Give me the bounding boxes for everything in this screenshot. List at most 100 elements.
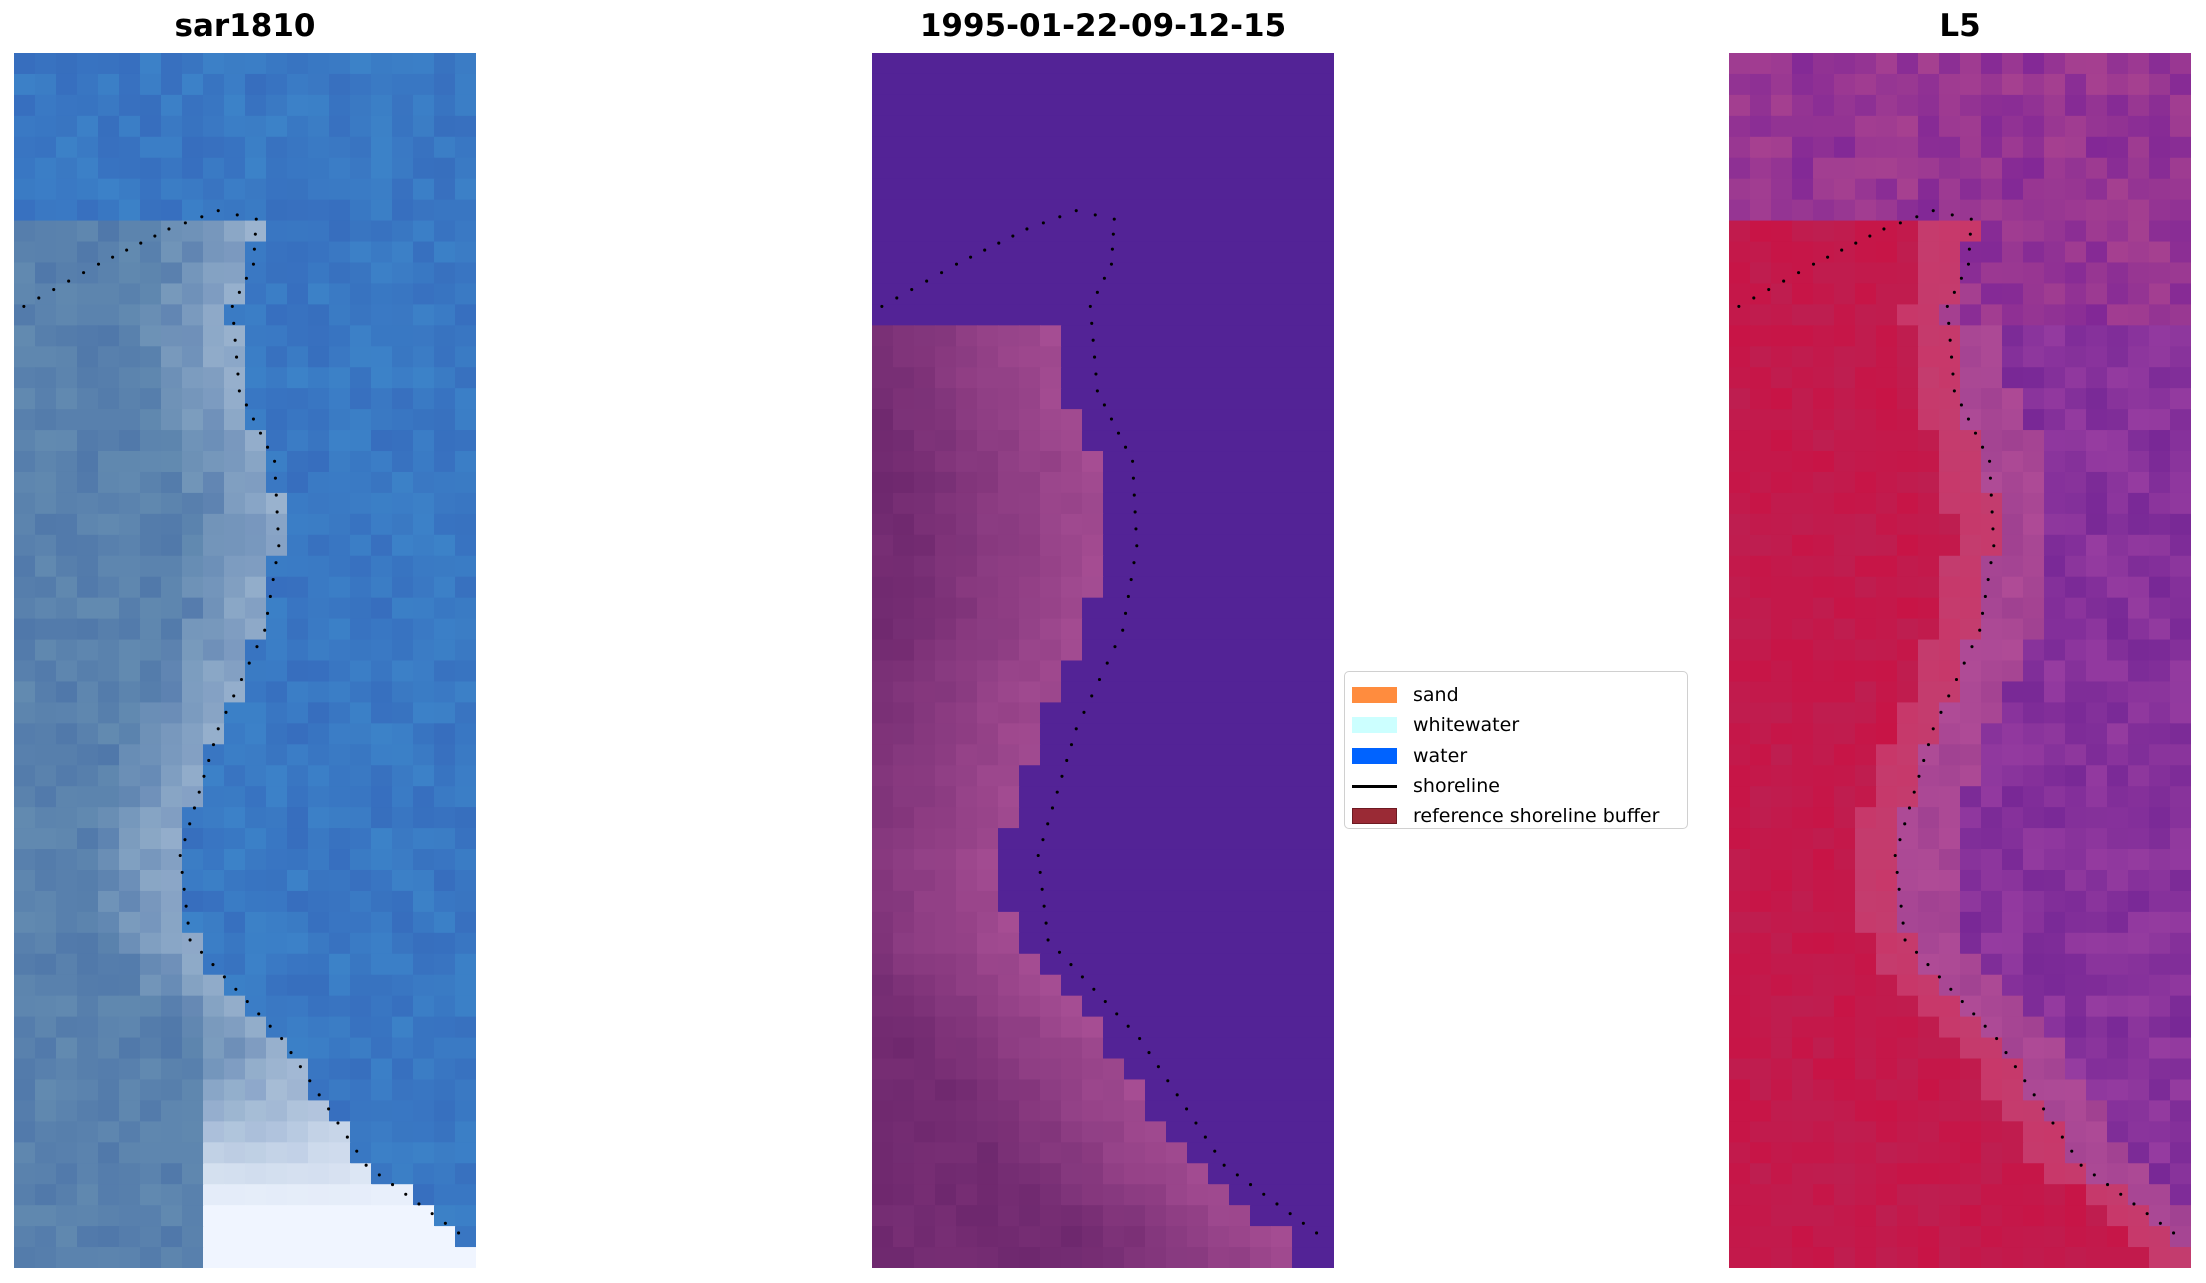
image-pixel — [1061, 534, 1083, 557]
shoreline-point — [1988, 476, 1992, 480]
image-pixel — [371, 869, 393, 892]
image-pixel — [2170, 115, 2191, 138]
image-pixel — [1813, 932, 1835, 955]
image-pixel — [287, 911, 309, 934]
image-pixel — [224, 534, 246, 557]
image-pixel — [893, 1058, 915, 1081]
image-pixel — [977, 681, 999, 704]
image-pixel — [935, 618, 957, 641]
image-pixel — [1292, 1184, 1314, 1206]
image-pixel — [1082, 1247, 1104, 1268]
image-pixel — [1271, 1142, 1293, 1165]
image-pixel — [893, 73, 915, 96]
image-pixel — [914, 786, 936, 808]
image-pixel — [203, 911, 225, 934]
image-pixel — [1876, 1142, 1898, 1165]
image-pixel — [1229, 744, 1251, 767]
image-pixel — [998, 136, 1020, 159]
image-pixel — [1208, 136, 1230, 159]
image-pixel — [998, 974, 1020, 997]
image-pixel — [98, 1121, 120, 1144]
image-pixel — [998, 220, 1020, 243]
image-pixel — [77, 304, 99, 327]
image-pixel — [1855, 1142, 1877, 1165]
image-pixel — [2128, 471, 2150, 494]
image-pixel — [977, 451, 999, 473]
image-pixel — [1876, 492, 1898, 515]
image-pixel — [371, 178, 393, 201]
image-pixel — [350, 1163, 372, 1186]
image-pixel — [182, 744, 204, 767]
image-pixel — [455, 1184, 476, 1206]
image-pixel — [2002, 199, 2024, 222]
image-pixel — [1229, 849, 1251, 871]
image-pixel — [1187, 849, 1209, 871]
image-pixel — [1960, 1100, 1982, 1123]
image-pixel — [1061, 53, 1083, 75]
image-pixel — [2170, 555, 2191, 578]
image-pixel — [1771, 430, 1793, 452]
image-pixel — [455, 786, 476, 808]
image-pixel — [56, 1100, 78, 1123]
image-pixel — [1271, 723, 1293, 746]
image-pixel — [140, 1100, 162, 1123]
image-pixel — [1729, 555, 1751, 578]
image-pixel — [350, 220, 372, 243]
image-pixel — [1229, 995, 1251, 1018]
image-pixel — [182, 409, 204, 431]
image-pixel — [77, 157, 99, 180]
image-pixel — [1040, 325, 1062, 348]
image-pixel — [1981, 73, 2003, 96]
image-pixel — [1981, 639, 2003, 662]
image-pixel — [2086, 639, 2108, 662]
image-pixel — [1729, 723, 1751, 746]
image-pixel — [434, 73, 456, 96]
shoreline-point — [222, 975, 226, 979]
image-pixel — [2044, 1142, 2066, 1165]
image-pixel — [371, 1079, 393, 1102]
image-pixel — [1771, 1016, 1793, 1039]
image-pixel — [413, 660, 435, 683]
image-pixel — [1897, 325, 1919, 348]
image-pixel — [1082, 618, 1104, 641]
image-pixel — [1019, 199, 1041, 222]
shoreline-point — [1899, 904, 1903, 908]
image-pixel — [1313, 220, 1334, 243]
image-pixel — [434, 1163, 456, 1186]
image-pixel — [1981, 765, 2003, 788]
image-pixel — [1981, 262, 2003, 285]
image-pixel — [2107, 1205, 2129, 1227]
image-pixel — [1813, 1100, 1835, 1123]
image-pixel — [2107, 1184, 2129, 1206]
image-pixel — [1939, 765, 1961, 788]
image-pixel — [1229, 220, 1251, 243]
image-pixel — [1166, 283, 1188, 306]
image-pixel — [956, 597, 978, 620]
image-pixel — [56, 241, 78, 264]
image-pixel — [56, 262, 78, 285]
image-pixel — [914, 53, 936, 75]
image-pixel — [77, 723, 99, 746]
image-pixel — [1208, 702, 1230, 725]
image-pixel — [1918, 807, 1940, 829]
image-pixel — [2128, 1121, 2150, 1144]
image-pixel — [266, 199, 288, 222]
image-pixel — [1981, 1058, 2003, 1081]
image-pixel — [2107, 94, 2129, 117]
image-pixel — [1187, 1163, 1209, 1186]
image-pixel — [1145, 262, 1167, 285]
image-pixel — [1166, 1163, 1188, 1186]
image-pixel — [1292, 639, 1314, 662]
image-pixel — [161, 869, 183, 892]
image-pixel — [350, 660, 372, 683]
image-pixel — [1103, 304, 1125, 327]
image-pixel — [1771, 304, 1793, 327]
image-pixel — [1313, 534, 1334, 557]
image-pixel — [140, 471, 162, 494]
image-pixel — [2023, 220, 2045, 243]
shoreline-point — [1966, 417, 1971, 421]
image-pixel — [119, 94, 141, 117]
image-pixel — [935, 430, 957, 452]
image-pixel — [977, 304, 999, 327]
image-pixel — [77, 639, 99, 662]
